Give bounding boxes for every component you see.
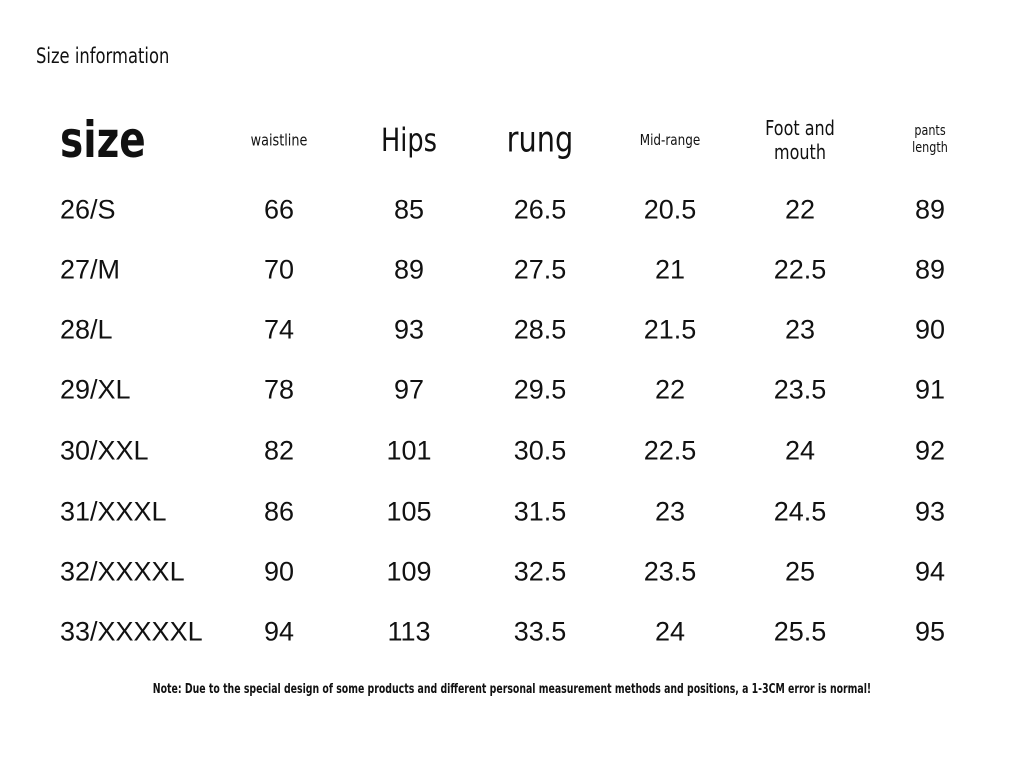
measurement: 28.5 [513, 314, 567, 345]
measurement: 22.5 [643, 435, 697, 466]
measurement: 29.5 [513, 374, 567, 405]
measurement: 74 [263, 314, 295, 345]
column-header: size [60, 111, 146, 169]
measurement: 22 [654, 374, 686, 405]
measurement: 24.5 [773, 496, 827, 527]
size-label: 26/S [60, 194, 116, 225]
measurement: 89 [393, 254, 425, 285]
size-label: 29/XL [60, 374, 131, 405]
measurement: 23.5 [643, 556, 697, 587]
measurement: 109 [386, 556, 432, 587]
measurement: 21.5 [643, 314, 697, 345]
measurement: 22 [784, 194, 816, 225]
measurement: 94 [263, 616, 295, 647]
measurement: 31.5 [513, 496, 567, 527]
measurement: 23.5 [773, 374, 827, 405]
column-header: pants length [912, 123, 948, 156]
measurement: 21 [654, 254, 686, 285]
measurement: 26.5 [513, 194, 567, 225]
measurement: 25 [784, 556, 816, 587]
measurement: 90 [914, 314, 946, 345]
size-label: 32/XXXXL [60, 556, 185, 587]
measurement: 27.5 [513, 254, 567, 285]
measurement: 94 [914, 556, 946, 587]
measurement: 23 [784, 314, 816, 345]
measurement: 23 [654, 496, 686, 527]
size-label: 33/XXXXXL [60, 616, 203, 647]
footnote: Note: Due to the special design of some … [152, 682, 872, 697]
measurement: 20.5 [643, 194, 697, 225]
size-label: 28/L [60, 314, 113, 345]
measurement: 95 [914, 616, 946, 647]
measurement: 89 [914, 254, 946, 285]
measurement: 90 [263, 556, 295, 587]
measurement: 82 [263, 435, 295, 466]
measurement: 85 [393, 194, 425, 225]
measurement: 33.5 [513, 616, 567, 647]
size-label: 27/M [60, 254, 121, 285]
measurement: 24 [654, 616, 686, 647]
measurement: 93 [914, 496, 946, 527]
measurement: 70 [263, 254, 295, 285]
measurement: 93 [393, 314, 425, 345]
measurement: 89 [914, 194, 946, 225]
size-label: 31/XXXL [60, 496, 167, 527]
measurement: 97 [393, 374, 425, 405]
measurement: 101 [386, 435, 432, 466]
size-label: 30/XXL [60, 435, 149, 466]
measurement: 91 [914, 374, 946, 405]
measurement: 24 [784, 435, 816, 466]
measurement: 32.5 [513, 556, 567, 587]
column-header: Foot and mouth [765, 116, 835, 164]
measurement: 30.5 [513, 435, 567, 466]
measurement: 113 [387, 616, 431, 647]
measurement: 105 [386, 496, 432, 527]
column-header: waistline [250, 130, 308, 150]
page-title: Size information [36, 44, 170, 68]
measurement: 92 [914, 435, 946, 466]
measurement: 86 [263, 496, 295, 527]
column-header: Mid-range [639, 131, 701, 149]
measurement: 66 [263, 194, 295, 225]
measurement: 25.5 [773, 616, 827, 647]
measurement: 22.5 [773, 254, 827, 285]
column-header: rung [506, 119, 574, 161]
column-header: Hips [381, 120, 437, 159]
measurement: 78 [263, 374, 295, 405]
